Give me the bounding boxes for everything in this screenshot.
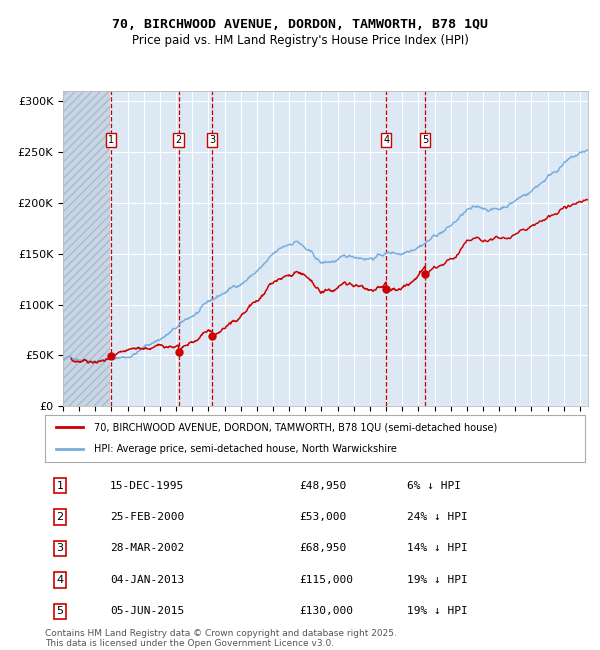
- Text: 2: 2: [56, 512, 64, 522]
- Text: £115,000: £115,000: [299, 575, 353, 585]
- Text: £53,000: £53,000: [299, 512, 346, 522]
- Text: Contains HM Land Registry data © Crown copyright and database right 2025.
This d: Contains HM Land Registry data © Crown c…: [45, 629, 397, 648]
- Text: £130,000: £130,000: [299, 606, 353, 616]
- Text: 1: 1: [108, 135, 114, 145]
- Text: 4: 4: [56, 575, 64, 585]
- Text: 70, BIRCHWOOD AVENUE, DORDON, TAMWORTH, B78 1QU: 70, BIRCHWOOD AVENUE, DORDON, TAMWORTH, …: [112, 18, 488, 31]
- Text: 28-MAR-2002: 28-MAR-2002: [110, 543, 184, 554]
- Text: 6% ↓ HPI: 6% ↓ HPI: [407, 480, 461, 491]
- Text: 15-DEC-1995: 15-DEC-1995: [110, 480, 184, 491]
- Text: 04-JAN-2013: 04-JAN-2013: [110, 575, 184, 585]
- Text: 1: 1: [56, 480, 64, 491]
- Text: 5: 5: [56, 606, 64, 616]
- Text: 19% ↓ HPI: 19% ↓ HPI: [407, 606, 467, 616]
- Text: 2: 2: [175, 135, 182, 145]
- Text: 3: 3: [209, 135, 215, 145]
- Text: 14% ↓ HPI: 14% ↓ HPI: [407, 543, 467, 554]
- Text: 24% ↓ HPI: 24% ↓ HPI: [407, 512, 467, 522]
- Text: 05-JUN-2015: 05-JUN-2015: [110, 606, 184, 616]
- Text: 70, BIRCHWOOD AVENUE, DORDON, TAMWORTH, B78 1QU (semi-detached house): 70, BIRCHWOOD AVENUE, DORDON, TAMWORTH, …: [94, 422, 497, 432]
- Text: 19% ↓ HPI: 19% ↓ HPI: [407, 575, 467, 585]
- Text: 3: 3: [56, 543, 64, 554]
- Text: 5: 5: [422, 135, 428, 145]
- Text: 4: 4: [383, 135, 389, 145]
- Text: Price paid vs. HM Land Registry's House Price Index (HPI): Price paid vs. HM Land Registry's House …: [131, 34, 469, 47]
- Text: 25-FEB-2000: 25-FEB-2000: [110, 512, 184, 522]
- Text: £68,950: £68,950: [299, 543, 346, 554]
- Bar: [63, 91, 110, 406]
- Text: HPI: Average price, semi-detached house, North Warwickshire: HPI: Average price, semi-detached house,…: [94, 444, 397, 454]
- Text: £48,950: £48,950: [299, 480, 346, 491]
